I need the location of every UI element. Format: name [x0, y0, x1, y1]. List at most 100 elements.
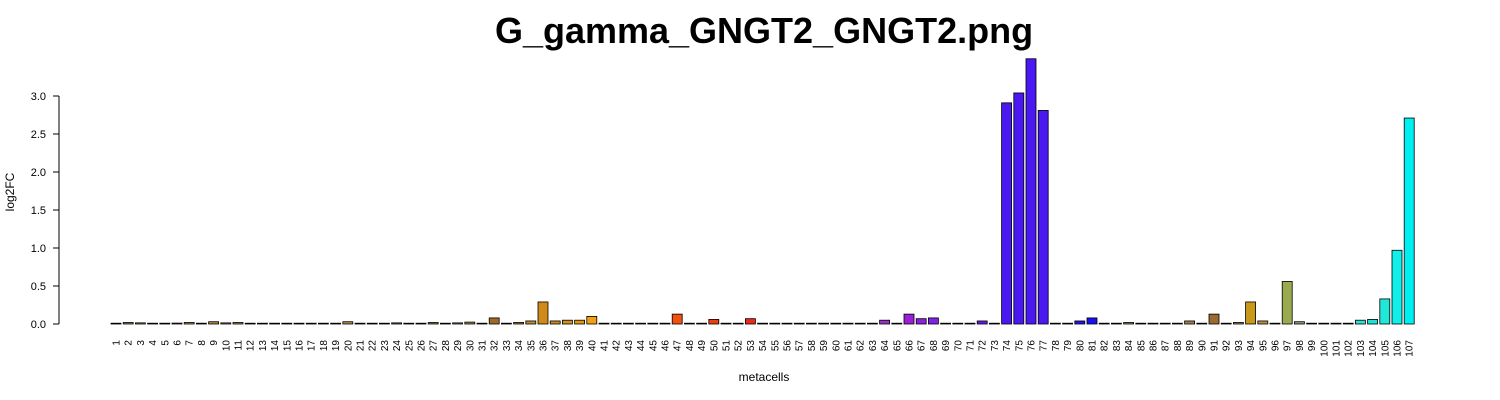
bar-26: [415, 322, 427, 325]
x-tick-label: 39: [575, 340, 586, 352]
bar-13: [256, 322, 268, 325]
bar-65: [891, 322, 903, 325]
bar-8: [195, 322, 207, 325]
x-tick-label: 43: [624, 340, 635, 352]
x-tick-label: 81: [1088, 340, 1099, 352]
x-tick-label: 105: [1380, 340, 1391, 357]
x-tick-label: 41: [600, 340, 611, 352]
y-tick-label: 1.0: [31, 243, 46, 255]
bar-94: [1245, 301, 1256, 325]
x-tick-label: 26: [417, 340, 428, 352]
bar-48: [684, 322, 695, 325]
bar-3: [134, 322, 146, 325]
bar-27: [427, 322, 439, 325]
x-tick-label: 93: [1234, 340, 1245, 352]
bar-83: [1111, 322, 1122, 325]
bar-100: [1318, 322, 1330, 325]
bar-88: [1172, 322, 1183, 325]
x-tick-label: 64: [880, 340, 891, 352]
bar-75: [1013, 92, 1025, 325]
bar-32: [488, 317, 500, 325]
x-tick-label: 96: [1271, 340, 1282, 352]
x-tick-label: 91: [1210, 340, 1221, 352]
x-tick-label: 103: [1356, 340, 1367, 357]
bar-93: [1233, 322, 1244, 325]
x-tick-label: 65: [892, 340, 903, 352]
x-tick-label: 61: [844, 340, 855, 352]
bar-51: [720, 322, 732, 325]
x-tick-label: 98: [1295, 340, 1306, 352]
x-tick-label: 50: [709, 340, 720, 352]
bar-99: [1306, 322, 1317, 325]
y-tick-label: 2.0: [31, 167, 46, 179]
x-tick-label: 74: [1002, 340, 1013, 352]
x-tick-label: 11: [234, 340, 245, 351]
bar-18: [317, 322, 329, 325]
x-tick-label: 40: [587, 340, 598, 352]
bar-52: [732, 322, 744, 325]
x-tick-label: 2: [124, 340, 135, 346]
bar-7: [183, 322, 195, 325]
x-tick-label: 24: [392, 340, 403, 352]
x-tick-label: 62: [856, 340, 867, 352]
x-tick-label: 16: [295, 340, 306, 352]
bar-63: [867, 322, 878, 325]
bar-82: [1098, 322, 1110, 325]
x-tick-label: 23: [380, 340, 391, 352]
bar-35: [525, 320, 537, 325]
bar-72: [976, 320, 988, 325]
bar-64: [879, 319, 890, 325]
bar-21: [354, 322, 366, 325]
bar-68: [928, 317, 939, 325]
x-tick-label: 76: [1027, 340, 1038, 352]
x-tick-label: 47: [673, 340, 684, 352]
x-tick-label: 4: [148, 340, 159, 346]
bar-57: [793, 322, 805, 325]
y-axis: 0.0 0.5 1.0 1.5 2.0 2.5 3.0: [31, 91, 60, 331]
x-tick-label: 28: [441, 340, 452, 352]
x-tick-label: 42: [612, 340, 623, 352]
bar-20: [342, 321, 354, 325]
x-tick-label: 67: [917, 340, 928, 352]
y-tick-label: 0.5: [31, 281, 46, 293]
x-tick-label: 8: [197, 340, 208, 346]
x-tick-label: 18: [319, 340, 330, 352]
x-tick-label: 104: [1368, 340, 1379, 357]
x-tick-label: 63: [868, 340, 879, 352]
bar-56: [781, 322, 793, 325]
x-tick-label: 71: [966, 340, 977, 352]
x-axis-label: metacells: [739, 370, 790, 384]
x-tick-label: 15: [282, 340, 293, 352]
x-tick-label: 99: [1307, 340, 1318, 352]
bar-73: [989, 322, 1000, 325]
bar-90: [1196, 322, 1208, 325]
bar-22: [366, 322, 378, 325]
bar-4: [147, 322, 159, 325]
x-tick-label: 85: [1136, 340, 1147, 352]
bar-50: [708, 319, 720, 325]
bar-79: [1062, 322, 1073, 325]
x-tick-label: 68: [929, 340, 940, 352]
bar-81: [1086, 317, 1098, 325]
x-tick-label: 55: [770, 340, 781, 352]
x-tick-label: 75: [1014, 340, 1025, 352]
x-tick-label: 51: [722, 340, 733, 352]
bar-101: [1330, 322, 1342, 325]
bar-40: [586, 315, 598, 325]
x-tick-label: 3: [136, 340, 147, 346]
x-tick-label: 30: [465, 340, 476, 352]
x-tick-label: 27: [429, 340, 440, 352]
x-tick-label: 5: [160, 340, 171, 346]
x-tick-label: 10: [221, 340, 232, 352]
bar-45: [647, 322, 659, 325]
bar-69: [940, 322, 951, 325]
x-tick-label: 87: [1161, 340, 1172, 352]
bar-86: [1147, 322, 1159, 325]
x-tick-label: 49: [697, 340, 708, 352]
bar-66: [903, 313, 915, 325]
bar-80: [1074, 320, 1086, 325]
x-tick-label: 83: [1112, 340, 1123, 352]
bar-12: [244, 322, 256, 325]
bar-49: [696, 322, 707, 325]
